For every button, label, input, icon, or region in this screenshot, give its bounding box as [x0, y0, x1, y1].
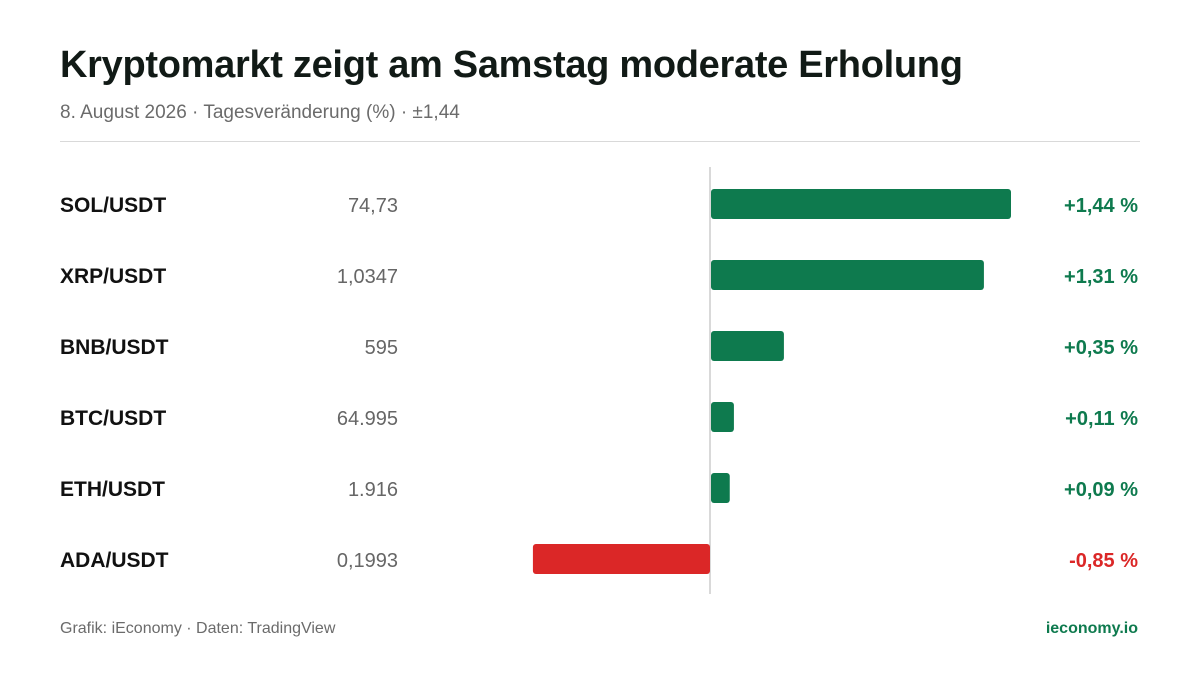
pair-label: XRP/USDT: [60, 265, 166, 288]
price-value: 64.995: [337, 408, 398, 430]
bar: [711, 189, 1011, 219]
change-label: +1,31 %: [1064, 266, 1138, 288]
change-label: +1,44 %: [1064, 195, 1138, 217]
change-label: -0,85 %: [1069, 550, 1138, 572]
bar: [711, 402, 734, 432]
chart-title: Kryptomarkt zeigt am Samstag moderate Er…: [60, 44, 963, 86]
price-value: 74,73: [348, 195, 398, 217]
change-label: +0,11 %: [1065, 408, 1138, 430]
bar: [711, 331, 784, 361]
bar: [711, 260, 984, 290]
header-divider: [60, 141, 1140, 142]
pair-label: BNB/USDT: [60, 336, 169, 359]
pair-label: ETH/USDT: [60, 478, 165, 501]
brand-link[interactable]: ieconomy.io: [1045, 620, 1138, 637]
price-value: 0,1993: [337, 550, 398, 572]
change-label: +0,09 %: [1064, 479, 1138, 501]
price-value: 1,0347: [337, 266, 398, 288]
price-value: 595: [365, 337, 398, 359]
change-label: +0,35 %: [1064, 337, 1138, 359]
pair-label: ADA/USDT: [60, 549, 169, 572]
bar: [711, 473, 730, 503]
chart-subtitle: 8. August 2026 · Tagesveränderung (%) · …: [60, 102, 460, 123]
source-credit: Grafik: iEconomy · Daten: TradingView: [60, 620, 336, 637]
pair-label: BTC/USDT: [60, 407, 166, 430]
pair-label: SOL/USDT: [60, 194, 166, 217]
price-value: 1.916: [348, 479, 398, 501]
bar: [532, 544, 710, 574]
